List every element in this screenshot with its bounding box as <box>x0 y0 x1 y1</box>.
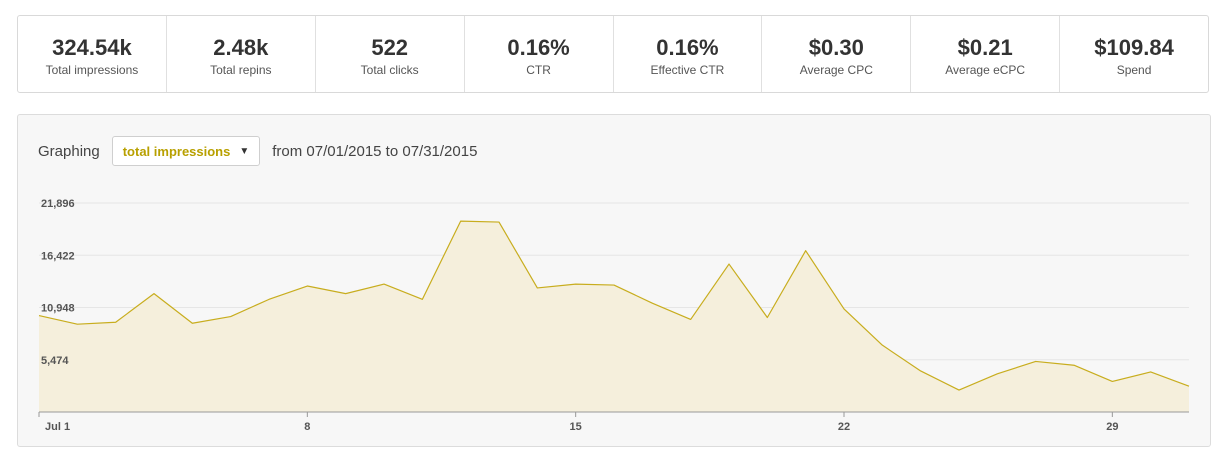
y-tick-label: 5,474 <box>41 355 69 367</box>
metric-select-value: total impressions <box>122 143 231 159</box>
stat-label: Total clicks <box>360 63 419 77</box>
x-tick-label: 22 <box>838 421 850 433</box>
graph-panel: 5,474 10,948 16,422 21,896 Jul 1 8 15 22 29 Grap… <box>17 114 1211 447</box>
stat-value: 0.16% <box>507 35 570 60</box>
y-tick-label: 21,896 <box>41 198 75 210</box>
x-tick-label: 15 <box>570 421 582 433</box>
x-tick-label: 29 <box>1106 421 1118 433</box>
series-area <box>39 221 1189 412</box>
stat-label: CTR <box>526 63 551 77</box>
stat-effective-ctr: 0.16% Effective CTR <box>614 16 763 92</box>
stat-value: 324.54k <box>52 35 132 60</box>
graphing-label: Graphing <box>38 142 100 160</box>
stat-label: Average CPC <box>799 63 873 77</box>
x-tick-label: Jul 1 <box>45 421 70 433</box>
y-tick-label: 16,422 <box>41 250 75 262</box>
stat-total-impressions: 324.54k Total impressions <box>18 16 167 92</box>
stat-value: 2.48k <box>213 35 269 60</box>
stat-label: Effective CTR <box>650 63 725 77</box>
stat-value: $0.21 <box>957 35 1013 60</box>
stat-label: Total impressions <box>45 63 139 77</box>
y-tick-label: 10,948 <box>41 303 75 315</box>
stat-ctr: 0.16% CTR <box>465 16 614 92</box>
stat-value: $109.84 <box>1094 35 1174 60</box>
stat-value: 0.16% <box>656 35 719 60</box>
stat-value: $0.30 <box>808 35 864 60</box>
stat-label: Spend <box>1116 63 1152 77</box>
stat-average-cpc: $0.30 Average CPC <box>762 16 912 92</box>
caret-down-icon: ▼ <box>239 145 250 157</box>
stat-value: 522 <box>371 35 409 60</box>
impressions-chart: 5,474 10,948 16,422 21,896 Jul 1 8 15 22 29 <box>38 198 1190 433</box>
x-tick-label: 8 <box>304 421 310 433</box>
graphing-controls: Graphing total impressions ▼ from 07/01/… <box>38 135 477 167</box>
metric-select[interactable]: total impressions ▼ <box>111 136 261 166</box>
stat-label: Average eCPC <box>945 63 1026 77</box>
stat-spend: $109.84 Spend <box>1060 16 1208 92</box>
date-range-text: from 07/01/2015 to 07/31/2015 <box>272 142 478 160</box>
stat-average-ecpc: $0.21 Average eCPC <box>911 16 1061 92</box>
stat-total-repins: 2.48k Total repins <box>167 16 316 92</box>
stats-bar: 324.54k Total impressions 2.48k Total re… <box>17 15 1209 93</box>
stat-label: Total repins <box>210 63 272 77</box>
stat-total-clicks: 522 Total clicks <box>316 16 465 92</box>
